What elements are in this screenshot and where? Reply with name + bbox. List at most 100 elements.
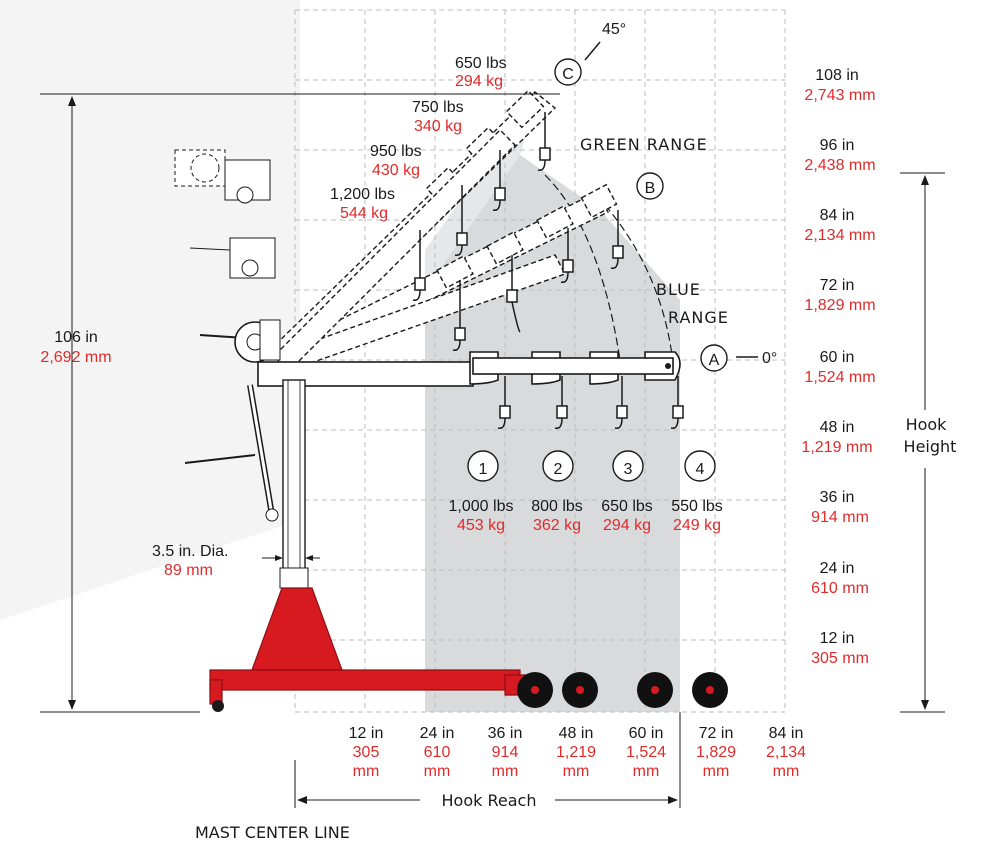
reach-72-unit: mm <box>703 763 730 780</box>
gearbox-detail-top <box>174 149 271 204</box>
reach-60-imperial: 60 in <box>629 725 664 742</box>
position-3-number: 3 <box>624 461 633 478</box>
blue-range-arc <box>604 204 673 356</box>
height-scale: 108 in 2,743 mm 96 in 2,438 mm 84 in 2,1… <box>801 67 875 667</box>
position-4-lbs: 550 lbs <box>671 498 723 515</box>
crane-base <box>209 587 536 712</box>
capacity-1200-kg: 544 kg <box>340 205 388 222</box>
reach-72-imperial: 72 in <box>699 725 734 742</box>
capacity-950-lbs: 950 lbs <box>370 143 422 160</box>
reach-24-unit: mm <box>424 763 451 780</box>
reach-36-unit: mm <box>492 763 519 780</box>
height-60-metric: 1,524 mm <box>804 369 875 386</box>
position-2-number: 2 <box>554 461 563 478</box>
hook-icon <box>614 376 628 430</box>
position-3-lbs: 650 lbs <box>601 498 653 515</box>
angle-0-label: 0° <box>762 350 777 367</box>
reach-60-metric: 1,524 <box>626 744 666 761</box>
height-72-imperial: 72 in <box>820 277 855 294</box>
main-hooks <box>497 376 684 430</box>
angle-marker-c-circle <box>554 58 582 86</box>
height-108-imperial: 108 in <box>815 67 859 84</box>
position-2-lbs: 800 lbs <box>531 498 583 515</box>
winch <box>199 319 281 363</box>
angle-marker-c: C <box>562 66 574 83</box>
position-1-lbs: 1,000 lbs <box>449 498 514 515</box>
hook-icon <box>610 210 624 270</box>
hook-icon <box>537 112 551 172</box>
reach-84-unit: mm <box>773 763 800 780</box>
position-3-kg: 294 kg <box>603 517 651 534</box>
hook-icon <box>497 376 511 430</box>
reach-24-metric: 610 <box>424 744 451 761</box>
hook-reach-dimension <box>294 712 681 808</box>
angle-marker-a-circle <box>700 344 728 372</box>
position-1-kg: 453 kg <box>457 517 505 534</box>
position-4-circle <box>684 450 716 482</box>
hook-icon <box>492 150 506 212</box>
hook-icon <box>452 280 466 352</box>
reach-12-imperial: 12 in <box>349 725 384 742</box>
hook-icon <box>560 228 574 284</box>
height-60-imperial: 60 in <box>820 349 855 366</box>
background-wedge <box>0 0 300 620</box>
casters <box>517 672 728 708</box>
position-4-number: 4 <box>696 461 705 478</box>
capacity-750-kg: 340 kg <box>414 118 462 135</box>
angle-marker-b: B <box>645 180 656 197</box>
mast-diameter-dimension <box>262 555 320 561</box>
mast-diameter-metric: 89 mm <box>164 562 213 579</box>
height-84-imperial: 84 in <box>820 207 855 224</box>
position-2-circle <box>542 450 574 482</box>
reach-36-imperial: 36 in <box>488 725 523 742</box>
height-48-imperial: 48 in <box>820 419 855 436</box>
position-1-number: 1 <box>479 461 488 478</box>
position-1-circle <box>467 450 499 482</box>
height-24-metric: 610 mm <box>811 580 869 597</box>
green-range-arc <box>544 174 621 361</box>
height-96-metric: 2,438 mm <box>804 157 875 174</box>
position-2-kg: 362 kg <box>533 517 581 534</box>
overall-height-metric: 2,692 mm <box>40 349 111 366</box>
mast-center-line-label: MAST CENTER LINE <box>195 823 350 842</box>
angle-marker-b-circle <box>636 172 664 200</box>
capacity-650-lbs: 650 lbs <box>455 55 507 72</box>
overall-height-dimension <box>40 93 560 713</box>
height-72-metric: 1,829 mm <box>804 297 875 314</box>
reach-48-metric: 1,219 <box>556 744 596 761</box>
hook-height-label-line1: Hook <box>906 415 948 434</box>
overall-height-imperial: 106 in <box>54 329 98 346</box>
reach-12-metric: 305 <box>353 744 380 761</box>
reach-72-metric: 1,829 <box>696 744 736 761</box>
gearbox-detail-bottom <box>189 237 276 279</box>
hydraulic-ram <box>184 384 279 522</box>
capacity-750-lbs: 750 lbs <box>412 99 464 116</box>
mast <box>279 379 309 589</box>
height-84-metric: 2,134 mm <box>804 227 875 244</box>
height-36-imperial: 36 in <box>820 489 855 506</box>
height-36-metric: 914 mm <box>811 509 869 526</box>
reach-84-metric: 2,134 <box>766 744 806 761</box>
position-4-kg: 249 kg <box>673 517 721 534</box>
grid <box>294 9 786 713</box>
reach-36-metric: 914 <box>492 744 519 761</box>
hook-icon <box>454 185 468 257</box>
height-96-imperial: 96 in <box>820 137 855 154</box>
hook-icon <box>412 230 426 302</box>
height-108-metric: 2,743 mm <box>804 87 875 104</box>
hook-height-label-line2: Height <box>904 437 957 456</box>
hook-reach-label: Hook Reach <box>442 791 537 810</box>
reach-48-imperial: 48 in <box>559 725 594 742</box>
reach-12-unit: mm <box>353 763 380 780</box>
angle-45-label: 45° <box>602 21 626 38</box>
height-12-imperial: 12 in <box>820 630 855 647</box>
height-24-imperial: 24 in <box>820 560 855 577</box>
angle-marker-a: A <box>709 352 720 369</box>
capacity-650-kg: 294 kg <box>455 73 503 90</box>
reach-60-unit: mm <box>633 763 660 780</box>
capacity-950-kg: 430 kg <box>372 162 420 179</box>
hook-icon <box>670 376 684 430</box>
capacity-1200-lbs: 1,200 lbs <box>330 186 395 203</box>
mast-diameter-label: 3.5 in. Dia. <box>152 543 228 560</box>
